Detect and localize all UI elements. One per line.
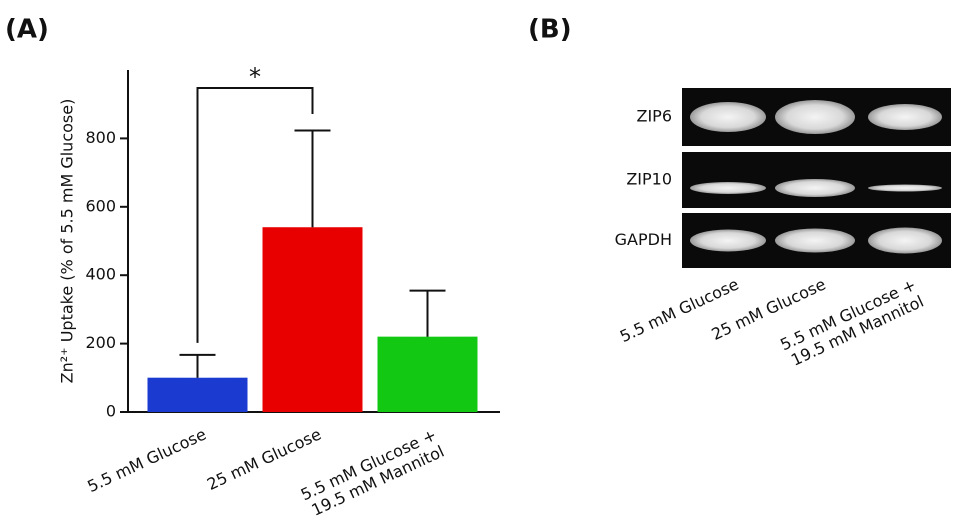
y-tick-label: 0 bbox=[106, 402, 116, 421]
gel-band bbox=[775, 100, 855, 134]
figure: (A) 0 200 400 600 800 Zn²⁺ Uptake (% of 5.5 mM… bbox=[0, 0, 957, 532]
gel-row-label: GAPDH bbox=[615, 230, 672, 249]
bar bbox=[263, 227, 363, 412]
significance-mark: * bbox=[249, 63, 261, 91]
gel-band bbox=[868, 228, 942, 254]
bar bbox=[148, 378, 248, 412]
gel-row-label: ZIP10 bbox=[626, 170, 672, 189]
gel-band bbox=[868, 104, 942, 130]
panel-label: (B) bbox=[528, 15, 572, 45]
bar bbox=[378, 337, 478, 412]
y-tick-label: 400 bbox=[85, 265, 116, 284]
gel-band bbox=[690, 182, 766, 194]
y-axis-label: Zn²⁺ Uptake (% of 5.5 mM Glucose) bbox=[58, 99, 77, 384]
gel-band bbox=[690, 102, 766, 132]
gel-band bbox=[868, 185, 942, 192]
y-tick-label: 600 bbox=[85, 196, 116, 215]
gel-band bbox=[690, 230, 766, 252]
y-tick-label: 800 bbox=[85, 128, 116, 147]
gel-row-label: ZIP6 bbox=[636, 107, 672, 126]
gel-band bbox=[775, 229, 855, 253]
y-tick-label: 200 bbox=[85, 333, 116, 352]
x-tick-label: 5.5 mM Glucose bbox=[84, 424, 209, 496]
panel-label: (A) bbox=[5, 15, 49, 45]
gel-band bbox=[775, 179, 855, 197]
